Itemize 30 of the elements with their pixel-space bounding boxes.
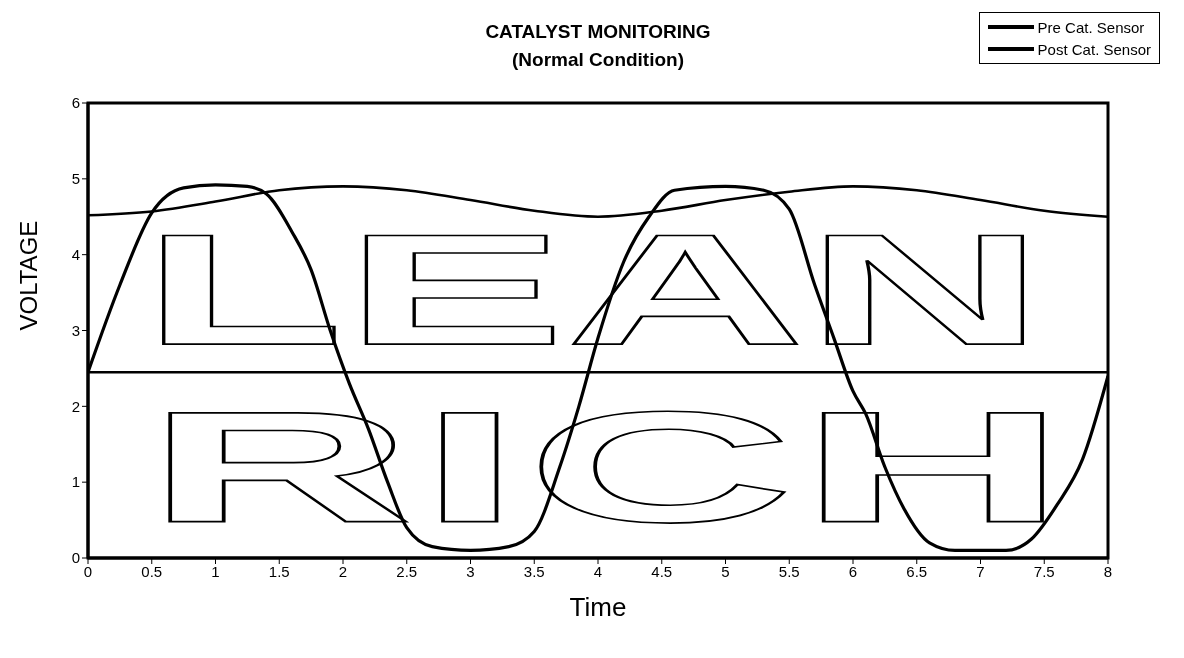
y-tick-label: 1 (71, 473, 80, 491)
chart-subtitle: (Normal Condition) (511, 49, 685, 70)
x-tick-label: 2.5 (396, 562, 418, 580)
x-tick-label: 3.5 (523, 562, 545, 580)
legend-label: Pre Cat. Sensor (1037, 18, 1145, 36)
y-tick-label: 5 (71, 170, 80, 188)
x-tick-label: 7 (976, 562, 985, 580)
x-tick-label: 1 (211, 562, 220, 580)
y-tick-label: 4 (71, 245, 80, 263)
x-tick-label: 6 (848, 562, 858, 580)
x-tick-label: 5.5 (778, 562, 800, 580)
x-tick-label: 7.5 (1033, 562, 1055, 580)
x-tick-label: 4 (593, 562, 603, 580)
y-tick-label: 0 (71, 549, 80, 567)
x-axis-title: Time (569, 592, 627, 622)
y-axis-title: VOLTAGE (14, 220, 42, 331)
x-tick-label: 8 (1103, 562, 1113, 580)
x-tick-label: 0 (83, 562, 93, 580)
x-tick-label: 6.5 (906, 562, 928, 580)
y-tick-label: 6 (71, 94, 80, 112)
x-tick-label: 5 (721, 562, 730, 580)
x-tick-label: 4.5 (651, 562, 673, 580)
y-tick-label: 3 (71, 321, 80, 339)
chart-title: CATALYST MONITORING (485, 21, 711, 42)
legend-label: Post Cat. Sensor (1037, 40, 1151, 58)
y-tick-label: 2 (71, 397, 80, 415)
x-tick-label: 3 (466, 562, 475, 580)
x-tick-label: 2 (338, 562, 348, 580)
x-tick-label: 0.5 (141, 562, 163, 580)
x-tick-label: 1.5 (268, 562, 290, 580)
